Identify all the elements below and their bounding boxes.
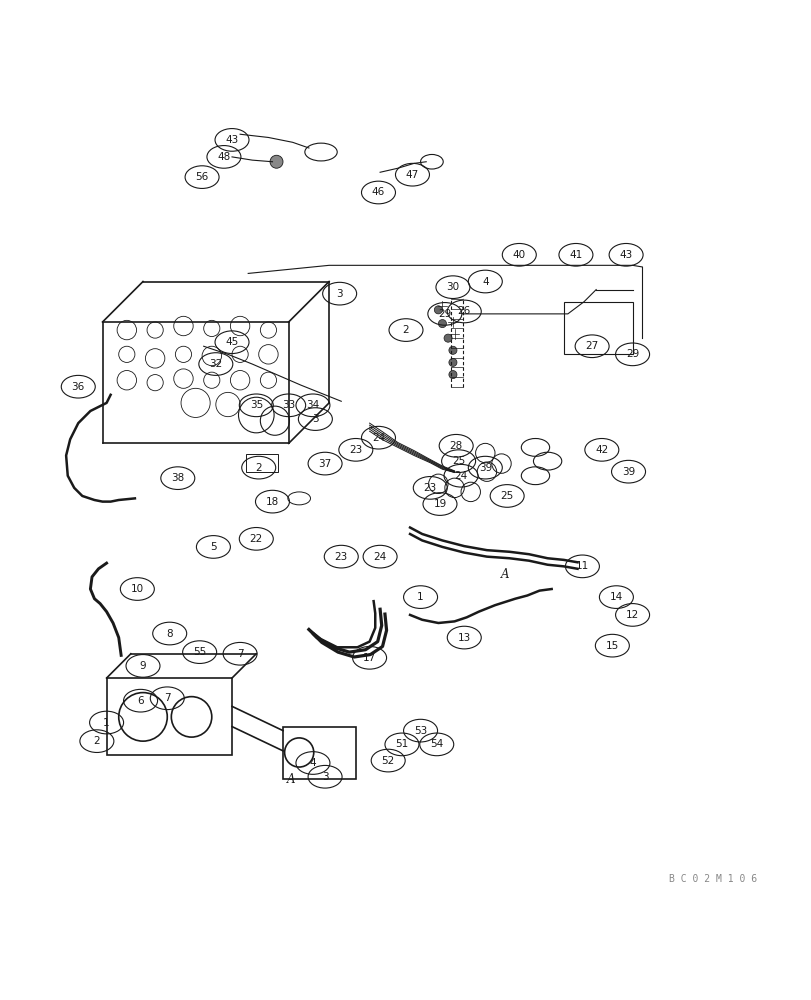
Text: 46: 46 [371,187,384,197]
Text: 42: 42 [594,445,607,455]
Text: 43: 43 [619,250,632,260]
Text: 28: 28 [449,441,462,451]
Text: 40: 40 [512,250,526,260]
Text: 30: 30 [446,282,459,292]
Text: 37: 37 [318,459,332,469]
Text: 2: 2 [255,463,262,473]
Text: 7: 7 [164,693,170,703]
Bar [106,678,232,755]
Text: 23: 23 [334,552,347,562]
Text: 48: 48 [217,152,230,162]
Text: 24: 24 [371,433,384,443]
Text: 27: 27 [585,341,598,351]
Text: 5: 5 [210,542,217,552]
Text: 23: 23 [423,483,436,493]
Text: 6: 6 [137,696,144,706]
Text: 43: 43 [225,135,238,145]
Text: A: A [500,568,508,581]
Circle shape [270,155,283,168]
Text: 4: 4 [482,277,488,287]
Text: 35: 35 [249,400,263,410]
Text: 29: 29 [438,309,451,319]
Text: 9: 9 [139,661,146,671]
Bar [246,454,278,472]
Text: 8: 8 [166,629,173,639]
Text: 23: 23 [349,445,362,455]
Text: 3: 3 [336,289,342,299]
Text: 10: 10 [131,584,144,594]
Text: 1: 1 [417,592,423,602]
Bar [563,302,632,354]
Text: 3: 3 [321,772,328,782]
Text: 14: 14 [609,592,622,602]
Text: 13: 13 [457,633,470,643]
Text: 29: 29 [625,349,638,359]
Text: 7: 7 [237,649,243,659]
Text: 24: 24 [454,471,467,481]
Text: 45: 45 [225,337,238,347]
Circle shape [444,334,452,342]
Text: 19: 19 [433,499,446,509]
Text: 4: 4 [309,758,315,768]
Bar [283,727,355,779]
Text: 17: 17 [363,653,375,663]
Text: 25: 25 [500,491,513,501]
Text: 54: 54 [430,739,443,749]
Text: 2: 2 [93,736,100,746]
Circle shape [448,346,457,354]
Text: 56: 56 [195,172,208,182]
Text: 22: 22 [249,534,263,544]
Text: 52: 52 [381,756,394,766]
Text: 33: 33 [281,400,295,410]
Text: 15: 15 [605,641,618,651]
Text: 47: 47 [406,170,418,180]
Text: 39: 39 [478,463,491,473]
Text: 55: 55 [193,647,206,657]
Text: 24: 24 [373,552,386,562]
Circle shape [438,320,446,328]
Text: 1: 1 [103,718,109,728]
Text: B C 0 2 M 1 0 6: B C 0 2 M 1 0 6 [668,874,757,884]
Text: 38: 38 [171,473,184,483]
Text: 25: 25 [452,456,465,466]
Text: 2: 2 [402,325,409,335]
Text: 26: 26 [457,306,470,316]
Text: 53: 53 [414,726,427,736]
Text: 32: 32 [209,359,222,369]
Text: 41: 41 [569,250,581,260]
Text: 18: 18 [265,497,279,507]
Text: 11: 11 [575,561,588,571]
Text: 12: 12 [625,610,638,620]
Text: A: A [286,773,295,786]
Text: 39: 39 [621,467,634,477]
Text: 51: 51 [395,739,408,749]
Circle shape [448,358,457,366]
Text: 34: 34 [306,400,320,410]
Text: 36: 36 [71,382,85,392]
Text: 3: 3 [311,414,318,424]
Circle shape [448,371,457,379]
Circle shape [434,306,442,314]
